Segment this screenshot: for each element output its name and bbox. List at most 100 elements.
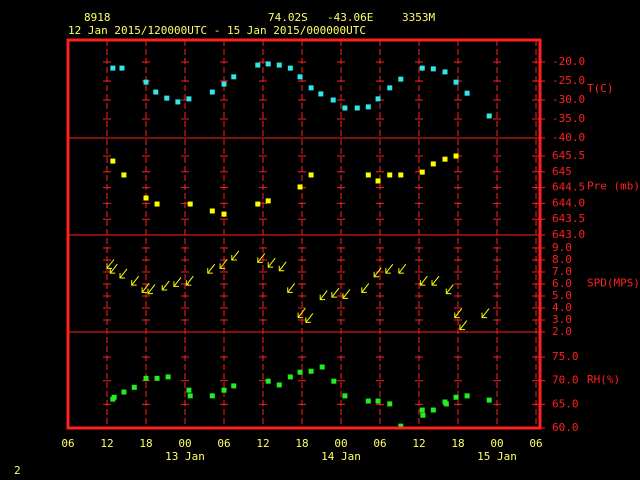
- data-point: [420, 412, 426, 418]
- x-tick-label: 12: [100, 437, 113, 450]
- arrow-part: [297, 312, 304, 319]
- wind-arrow: [331, 287, 340, 298]
- x-tick-label: 18: [295, 437, 308, 450]
- arrow-part: [419, 280, 426, 286]
- data-point: [221, 387, 227, 393]
- wind-arrow: [385, 263, 394, 274]
- arrow-part: [331, 287, 340, 298]
- data-point: [209, 208, 215, 214]
- arrow-part: [361, 283, 370, 293]
- station-id: 8918: [84, 11, 111, 24]
- arrow-part: [141, 287, 148, 293]
- y-tick-label: 70.0: [552, 374, 579, 387]
- data-point: [297, 369, 303, 375]
- data-point: [430, 407, 436, 413]
- arrow-part: [185, 275, 194, 286]
- data-point: [330, 97, 336, 103]
- wind-arrow: [185, 275, 194, 286]
- arrow-part: [257, 257, 263, 263]
- wind-arrow: [207, 263, 216, 274]
- arrow-part: [305, 317, 311, 323]
- arrow-part: [431, 275, 440, 286]
- data-point: [186, 387, 192, 393]
- arrow-part: [454, 312, 460, 319]
- data-point: [430, 66, 436, 72]
- data-point: [430, 161, 436, 167]
- y-tick-label: -20.0: [552, 55, 585, 68]
- data-point: [442, 69, 448, 75]
- data-point: [387, 401, 393, 407]
- arrow-part: [119, 272, 125, 279]
- arrow-part: [278, 261, 287, 272]
- arrow-part: [207, 263, 216, 274]
- wind-arrow: [459, 320, 468, 331]
- x-tick-label: 06: [217, 437, 230, 450]
- wind-arrow: [431, 275, 440, 286]
- arrow-part: [106, 259, 115, 269]
- data-point: [187, 393, 193, 399]
- data-point: [443, 401, 449, 407]
- data-point: [419, 65, 425, 71]
- y-tick-label: 643.5: [552, 212, 585, 225]
- data-point: [276, 382, 282, 388]
- arrow-part: [319, 294, 326, 301]
- arrow-part: [459, 324, 465, 331]
- y-axis-label: T(C): [587, 82, 614, 95]
- arrow-part: [267, 257, 276, 268]
- data-point: [255, 201, 261, 207]
- data-point: [143, 195, 149, 201]
- y-tick-label: 643.0: [552, 228, 585, 241]
- data-point: [111, 394, 117, 400]
- arrow-part: [147, 288, 153, 295]
- y-tick-label: 9.0: [552, 241, 572, 254]
- date-label: 15 Jan: [477, 450, 517, 463]
- y-tick-label: 65.0: [552, 397, 579, 410]
- wind-arrow: [278, 261, 287, 272]
- data-point: [265, 378, 271, 384]
- arrow-part: [231, 250, 240, 261]
- arrow-part: [287, 283, 296, 293]
- wind-arrow: [361, 283, 370, 293]
- data-point: [387, 85, 393, 91]
- data-point: [153, 89, 159, 95]
- data-point: [331, 378, 337, 384]
- data-point: [131, 384, 137, 390]
- wind-arrow: [147, 284, 156, 295]
- data-point: [342, 393, 348, 399]
- wind-arrow: [119, 268, 128, 279]
- data-point: [319, 364, 325, 370]
- data-point: [186, 96, 192, 102]
- y-tick-label: -25.0: [552, 74, 585, 87]
- data-point: [297, 184, 303, 190]
- wind-arrow: [257, 253, 266, 263]
- data-point: [308, 368, 314, 374]
- date-label: 13 Jan: [165, 450, 205, 463]
- data-point: [297, 74, 303, 80]
- y-tick-label: 644.0: [552, 196, 585, 209]
- x-tick-label: 12: [412, 437, 425, 450]
- x-tick-label: 00: [490, 437, 503, 450]
- y-tick-label: 3.0: [552, 313, 572, 326]
- wind-arrow: [481, 308, 490, 319]
- y-tick-label: 645.5: [552, 149, 585, 162]
- data-point: [165, 374, 171, 380]
- y-tick-label: 8.0: [552, 253, 572, 266]
- data-point: [398, 423, 404, 429]
- arrow-part: [278, 265, 285, 272]
- x-tick-label: 12: [256, 437, 269, 450]
- arrow-part: [361, 287, 367, 293]
- data-point: [121, 172, 127, 178]
- wind-arrow: [297, 308, 306, 319]
- arrow-part: [419, 275, 428, 286]
- y-axis-label: RH(%): [587, 373, 620, 386]
- x-tick-label: 18: [139, 437, 152, 450]
- y-tick-label: -30.0: [552, 93, 585, 106]
- arrow-part: [173, 277, 182, 287]
- data-point: [154, 201, 160, 207]
- latitude: 74.02S: [268, 11, 308, 24]
- data-point: [365, 104, 371, 110]
- arrow-part: [297, 308, 306, 318]
- data-point: [221, 211, 227, 217]
- arrow-part: [481, 308, 490, 318]
